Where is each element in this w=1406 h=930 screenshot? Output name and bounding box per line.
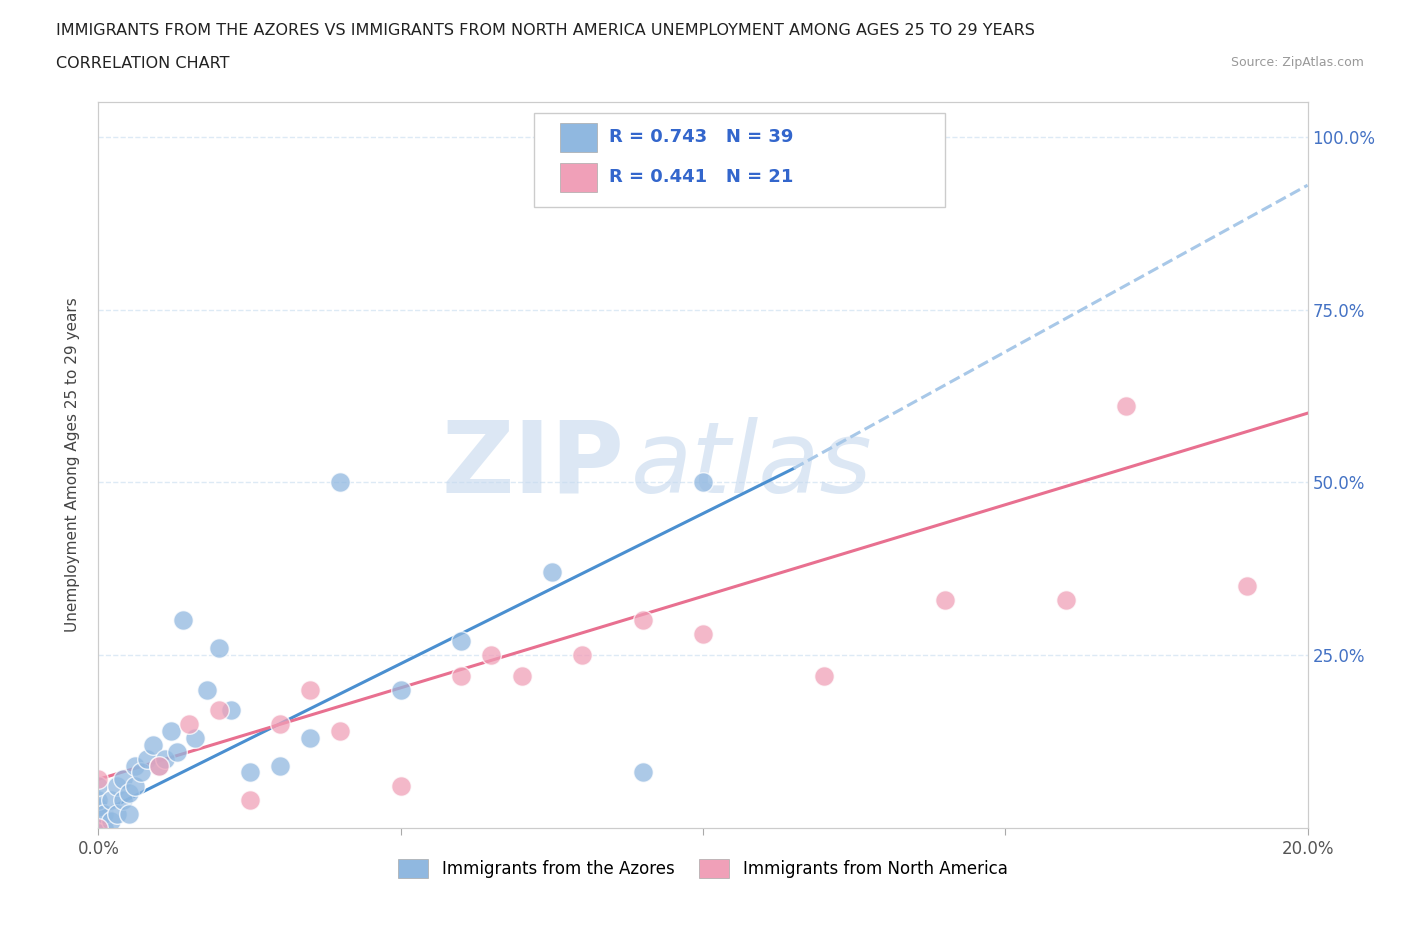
- Point: [153, 751, 176, 766]
- Point: [87, 820, 110, 835]
- Point: [239, 792, 262, 807]
- Point: [166, 744, 188, 759]
- Point: [510, 669, 533, 684]
- Point: [692, 475, 714, 490]
- Point: [111, 772, 134, 787]
- Point: [208, 641, 231, 656]
- FancyBboxPatch shape: [534, 113, 945, 207]
- Point: [135, 751, 157, 766]
- Point: [111, 792, 134, 807]
- Point: [172, 613, 194, 628]
- Point: [221, 703, 243, 718]
- Text: Source: ZipAtlas.com: Source: ZipAtlas.com: [1230, 56, 1364, 69]
- Point: [87, 778, 110, 793]
- Legend: Immigrants from the Azores, Immigrants from North America: Immigrants from the Azores, Immigrants f…: [392, 852, 1014, 884]
- Point: [329, 475, 352, 490]
- Point: [87, 792, 110, 807]
- Point: [208, 703, 231, 718]
- Point: [129, 765, 152, 780]
- Point: [631, 613, 654, 628]
- Point: [299, 730, 322, 745]
- Point: [389, 682, 412, 697]
- Text: R = 0.743   N = 39: R = 0.743 N = 39: [609, 128, 793, 147]
- Point: [148, 758, 170, 773]
- Text: R = 0.441   N = 21: R = 0.441 N = 21: [609, 168, 793, 186]
- Point: [813, 669, 835, 684]
- Point: [195, 682, 218, 697]
- Point: [450, 633, 472, 648]
- Text: CORRELATION CHART: CORRELATION CHART: [56, 56, 229, 71]
- Point: [105, 806, 128, 821]
- Point: [142, 737, 165, 752]
- Point: [100, 814, 122, 829]
- Point: [93, 806, 115, 821]
- Point: [184, 730, 207, 745]
- Point: [631, 765, 654, 780]
- Point: [692, 627, 714, 642]
- Point: [93, 820, 115, 835]
- Point: [299, 682, 322, 697]
- FancyBboxPatch shape: [561, 163, 596, 192]
- Point: [118, 786, 141, 801]
- Point: [124, 758, 146, 773]
- Point: [269, 758, 291, 773]
- Point: [450, 669, 472, 684]
- Point: [148, 758, 170, 773]
- Point: [160, 724, 183, 738]
- FancyBboxPatch shape: [561, 123, 596, 152]
- Text: ZIP: ZIP: [441, 417, 624, 513]
- Point: [118, 806, 141, 821]
- Point: [179, 717, 201, 732]
- Point: [105, 778, 128, 793]
- Point: [124, 778, 146, 793]
- Point: [571, 647, 593, 662]
- Point: [934, 592, 956, 607]
- Point: [1054, 592, 1077, 607]
- Point: [1236, 578, 1258, 593]
- Point: [87, 814, 110, 829]
- Point: [269, 717, 291, 732]
- Point: [540, 565, 562, 579]
- Point: [389, 778, 412, 793]
- Point: [329, 724, 352, 738]
- Point: [239, 765, 262, 780]
- Point: [87, 806, 110, 821]
- Point: [87, 772, 110, 787]
- Text: atlas: atlas: [630, 417, 872, 513]
- Point: [481, 647, 503, 662]
- Point: [87, 800, 110, 815]
- Point: [1115, 399, 1137, 414]
- Point: [87, 820, 110, 835]
- Text: IMMIGRANTS FROM THE AZORES VS IMMIGRANTS FROM NORTH AMERICA UNEMPLOYMENT AMONG A: IMMIGRANTS FROM THE AZORES VS IMMIGRANTS…: [56, 23, 1035, 38]
- Y-axis label: Unemployment Among Ages 25 to 29 years: Unemployment Among Ages 25 to 29 years: [65, 298, 80, 632]
- Point: [100, 792, 122, 807]
